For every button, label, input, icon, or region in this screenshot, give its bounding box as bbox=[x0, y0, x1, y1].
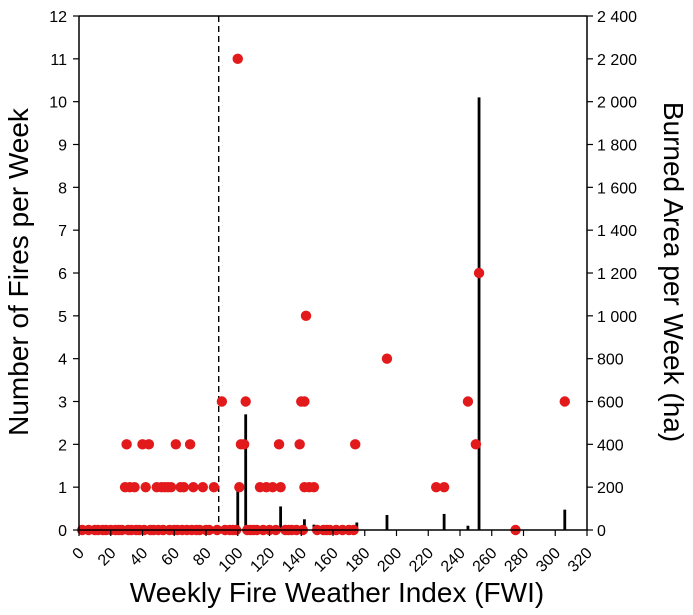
y-left-tick-label: 6 bbox=[58, 266, 67, 283]
fire-count-point bbox=[184, 439, 196, 450]
x-tick-label: 100 bbox=[216, 545, 247, 576]
plot-frame-layer bbox=[78, 15, 588, 531]
fire-count-point bbox=[275, 481, 286, 493]
y-left-tick-label: 8 bbox=[58, 180, 67, 197]
fire-count-point bbox=[188, 481, 199, 493]
fire-count-point bbox=[294, 439, 305, 450]
fire-count-point bbox=[438, 481, 450, 493]
fire-count-point bbox=[121, 439, 132, 450]
burned-area-bars-layer bbox=[236, 97, 567, 530]
x-tick-label: 300 bbox=[533, 545, 564, 576]
x-axis-title: Weekly Fire Weather Index (FWI) bbox=[130, 577, 544, 608]
y-left-tick-label: 2 bbox=[58, 437, 67, 454]
x-tick-label: 220 bbox=[406, 545, 437, 576]
y-axis-left-title: Number of Fires per Week bbox=[3, 107, 34, 436]
fire-count-point bbox=[350, 439, 361, 450]
y-left-tick-label: 1 bbox=[58, 480, 67, 497]
x-tick-label: 140 bbox=[279, 545, 310, 576]
x-tick-label: 80 bbox=[190, 545, 215, 570]
fire-count-point bbox=[473, 267, 485, 279]
x-tick-label: 20 bbox=[95, 545, 120, 570]
y-right-tick-label: 1 800 bbox=[597, 138, 637, 155]
y-left-tick-label: 9 bbox=[58, 138, 67, 155]
y-right-tick-label: 800 bbox=[597, 352, 624, 369]
burned-area-bar bbox=[442, 513, 446, 530]
burned-area-bar bbox=[477, 97, 481, 530]
fire-count-point bbox=[559, 396, 570, 407]
fire-count-point bbox=[308, 481, 320, 493]
fire-count-point bbox=[170, 439, 182, 450]
burned-area-bar bbox=[279, 506, 283, 530]
fire-count-point bbox=[240, 396, 251, 407]
x-tick-label: 240 bbox=[438, 545, 469, 576]
y-right-tick-label: 1 200 bbox=[597, 266, 637, 283]
x-tick-label: 320 bbox=[565, 545, 596, 576]
fire-count-points-layer bbox=[76, 53, 570, 536]
x-tick-label: 180 bbox=[343, 545, 374, 576]
y-left-tick-label: 10 bbox=[49, 95, 67, 112]
fire-count-point bbox=[216, 396, 228, 407]
fire-count-point bbox=[238, 439, 250, 450]
x-tick-label: 160 bbox=[311, 545, 342, 576]
fire-count-point bbox=[381, 353, 393, 364]
y-axis-right-title: Burned Area per Week (ha) bbox=[658, 102, 689, 442]
y-right-tick-label: 1 400 bbox=[597, 223, 637, 240]
fire-count-point bbox=[470, 439, 482, 450]
fire-count-point bbox=[129, 481, 140, 493]
fire-count-point bbox=[178, 481, 189, 493]
burned-area-bar bbox=[466, 525, 470, 530]
y-left-tick-label: 3 bbox=[58, 395, 67, 412]
x-tick-label: 120 bbox=[247, 545, 278, 576]
y-right-tick-label: 2 200 bbox=[597, 52, 637, 69]
x-tick-label: 60 bbox=[158, 545, 183, 570]
fire-count-point bbox=[267, 481, 278, 493]
y-left-tick-label: 7 bbox=[58, 223, 67, 240]
y-right-tick-label: 0 bbox=[597, 523, 606, 540]
burned-area-bar bbox=[303, 519, 306, 530]
burned-area-bar bbox=[244, 414, 248, 530]
fire-count-point bbox=[232, 53, 243, 65]
fire-count-point bbox=[462, 396, 474, 407]
y-right-tick-label: 2 400 bbox=[597, 9, 637, 26]
fire-count-point bbox=[165, 481, 177, 493]
fire-count-point bbox=[140, 481, 151, 493]
y-right-tick-label: 1 600 bbox=[597, 180, 637, 197]
x-tick-label: 200 bbox=[374, 545, 405, 576]
fire-count-point bbox=[300, 310, 312, 322]
fire-count-point bbox=[299, 396, 310, 407]
x-tick-label: 0 bbox=[70, 545, 88, 563]
burned-area-bar bbox=[236, 482, 240, 530]
x-tick-label: 280 bbox=[501, 545, 532, 576]
y-right-tick-label: 2 000 bbox=[597, 95, 637, 112]
fire-count-point bbox=[197, 481, 209, 493]
y-right-tick-label: 200 bbox=[597, 480, 624, 497]
fire-count-point bbox=[143, 439, 155, 450]
x-tick-label: 260 bbox=[470, 545, 501, 576]
y-left-tick-label: 11 bbox=[50, 52, 67, 69]
x-tick-label: 40 bbox=[127, 545, 152, 570]
y-left-tick-label: 5 bbox=[58, 309, 67, 326]
fire-count-point bbox=[430, 481, 442, 493]
fire-count-point bbox=[234, 481, 245, 493]
y-left-tick-label: 0 bbox=[58, 523, 67, 540]
burned-area-bar bbox=[563, 509, 567, 530]
y-right-tick-label: 400 bbox=[597, 437, 624, 454]
y-right-tick-label: 1 000 bbox=[597, 309, 637, 326]
y-left-tick-label: 4 bbox=[58, 352, 67, 369]
fire-count-point bbox=[273, 439, 285, 450]
y-right-tick-label: 600 bbox=[597, 395, 624, 412]
burned-area-bar bbox=[385, 515, 389, 530]
y-left-tick-label: 12 bbox=[49, 9, 67, 26]
fire-count-point bbox=[208, 481, 220, 493]
